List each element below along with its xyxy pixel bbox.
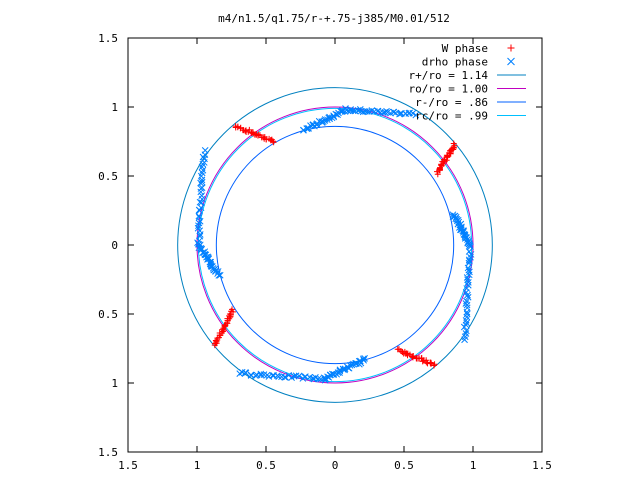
point-1-6-18 [281,373,289,381]
legend-label-1: drho phase [422,56,488,69]
point-1-6-24 [295,372,303,380]
y-tick-label-6: 1.5 [98,446,118,459]
point-0-2-34 [229,306,236,313]
point-1-5-10 [466,268,473,276]
point-1-5-2 [465,248,473,255]
y-tick-label-5: 1 [111,377,118,390]
point-0-1-0 [434,171,441,178]
point-1-1-34 [412,111,420,119]
point-1-2-12 [197,179,204,187]
axis-ticks: 1.5 1 0.5 0 0.5 1 1.51.510.500.511.5 [98,32,552,472]
legend-label-4: r-/ro = .86 [415,96,488,109]
point-1-7-34 [361,355,368,362]
point-1-1-4 [349,107,357,115]
circle-2 [215,125,455,365]
point-1-2-24 [195,213,203,221]
x-tick-label-4: 0.5 [394,459,414,472]
point-1-6-16 [275,373,283,380]
y-tick-label-4: 0.5 [98,308,118,321]
point-1-6-19 [282,373,289,381]
point-1-2-18 [196,198,204,206]
point-1-7-0 [321,376,329,384]
point-1-2-19 [198,199,205,206]
chart-title: m4/n1.5/q1.75/r-+.75-j385/M0.01/512 [218,12,450,25]
point-1-2-27 [195,222,202,230]
point-1-5-1 [467,243,474,251]
point-1-5-34 [461,336,468,344]
point-0-1-22 [444,152,451,159]
point-1-1-24 [390,108,398,116]
point-1-5-8 [464,264,472,272]
point-1-0-1 [300,126,307,134]
legend-swatch-0 [507,44,515,52]
point-1-7-32 [360,356,368,364]
point-1-5-12 [463,274,471,281]
point-1-5-14 [464,278,472,286]
point-1-2-30 [196,231,204,238]
legend-swatch-1 [507,57,515,66]
point-1-3-33 [215,272,223,279]
legend-label-2: r+/ro = 1.14 [409,69,489,82]
point-0-3-15 [410,352,417,359]
point-1-2-22 [196,207,204,214]
x-tick-label-0: 1.5 [118,459,138,472]
point-1-1-33 [409,109,417,117]
point-1-7-33 [359,355,367,363]
point-1-3-34 [216,271,224,279]
point-1-5-22 [463,301,471,309]
point-1-6-3 [242,369,250,377]
x-tick-label-1: 1 [194,459,201,472]
point-1-7-9 [330,371,338,378]
x-tick-label-6: 1.5 [532,459,552,472]
point-1-6-6 [252,372,259,379]
point-1-5-0 [466,241,474,249]
x-tick-label-3: 0 [332,459,339,472]
point-0-3-34 [430,362,437,369]
point-0-3-33 [431,361,438,368]
legend-label-0: W phase [442,42,488,55]
point-1-5-15 [464,281,472,289]
circle-0 [177,87,493,403]
point-1-5-19 [464,293,472,301]
point-1-5-30 [460,323,468,331]
point-1-6-32 [314,375,322,383]
point-0-3-13 [408,353,415,360]
legend-label-5: rc/ro = .99 [415,110,488,123]
point-1-5-31 [463,327,470,335]
point-1-5-6 [466,257,473,265]
point-1-5-28 [463,319,470,327]
y-tick-label-1: 1 [111,101,118,114]
legend-label-3: ro/ro = 1.00 [409,83,488,96]
y-tick-label-3: 0 [111,239,118,252]
point-0-3-24 [419,358,426,365]
point-0-0-33 [270,138,277,145]
y-tick-label-0: 1.5 [98,32,118,45]
point-1-2-23 [195,212,203,220]
point-0-0-34 [270,139,277,146]
point-1-5-18 [464,291,471,299]
x-tick-label-2: 0.5 [256,459,276,472]
point-1-6-23 [292,372,300,380]
x-tick-label-5: 1 [470,459,477,472]
point-0-1-34 [450,140,457,147]
point-1-0-24 [330,113,338,121]
data-points [194,105,475,384]
y-tick-label-2: 0.5 [98,170,118,183]
point-1-2-11 [198,178,206,186]
